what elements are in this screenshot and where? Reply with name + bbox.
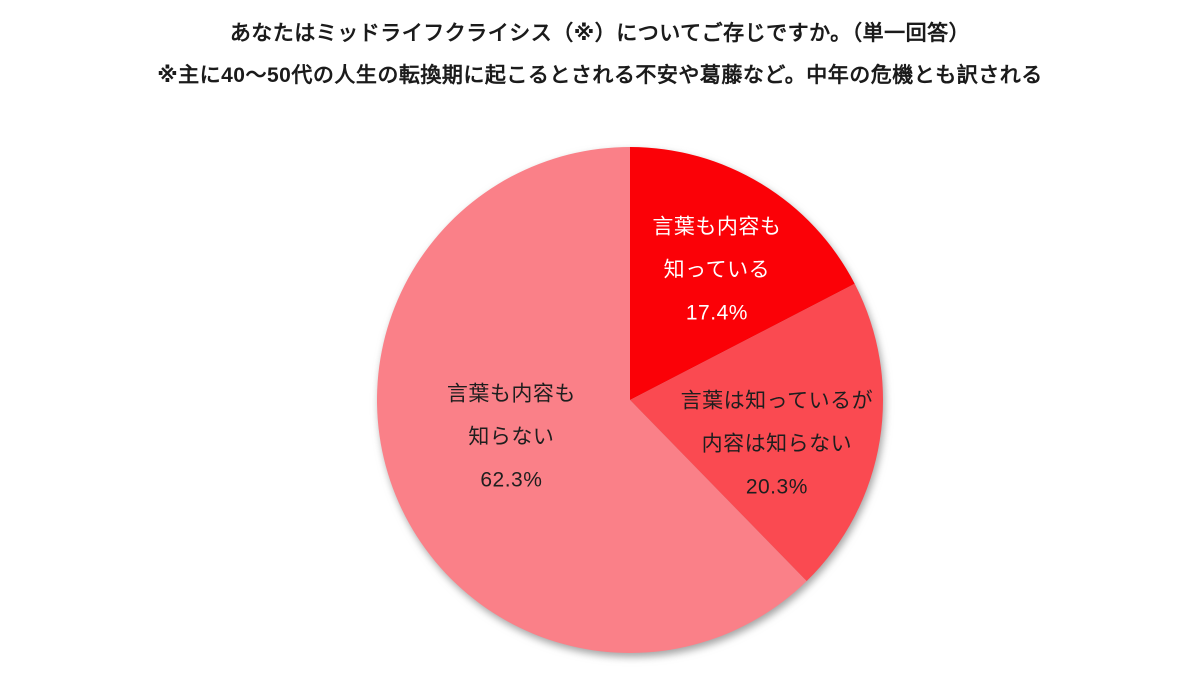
chart-title: あなたはミッドライフクライシス（※）についてご存じですか。（単一回答）: [229, 22, 971, 45]
pie-slice-1: [630, 283, 884, 582]
pie-slice-0: [630, 147, 855, 400]
pie-slice-2: [377, 147, 807, 653]
chart-subtitle: ※主に40～50代の人生の転換期に起こるとされる不安や葛藤など。中年の危機とも訳…: [157, 64, 1043, 87]
